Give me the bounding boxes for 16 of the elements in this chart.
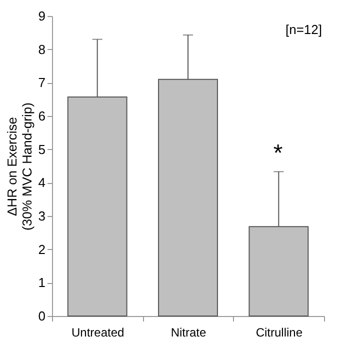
y-tick-label: 9 (38, 8, 46, 24)
x-tick-label: Nitrate (170, 326, 206, 340)
y-tick-label: 2 (38, 242, 46, 257)
y-tick-label: 7 (38, 75, 46, 90)
annotation: * (273, 140, 283, 167)
x-tick-label: Untreated (71, 326, 124, 340)
y-tick-label: 0 (38, 308, 46, 324)
y-tick-label: 8 (38, 42, 46, 57)
x-tick-label: Citrulline (256, 326, 303, 340)
annotation: [n=12] (285, 22, 322, 37)
y-tick-label: 1 (38, 275, 46, 290)
y-axis-title: ΔHR on Exercise (30% MVC Hand-grip) (4, 102, 34, 230)
y-tick-label: 4 (38, 175, 46, 190)
y-tick-label: 6 (38, 108, 46, 124)
y-tick-label: 5 (38, 142, 46, 157)
y-tick-label: 3 (38, 208, 46, 224)
